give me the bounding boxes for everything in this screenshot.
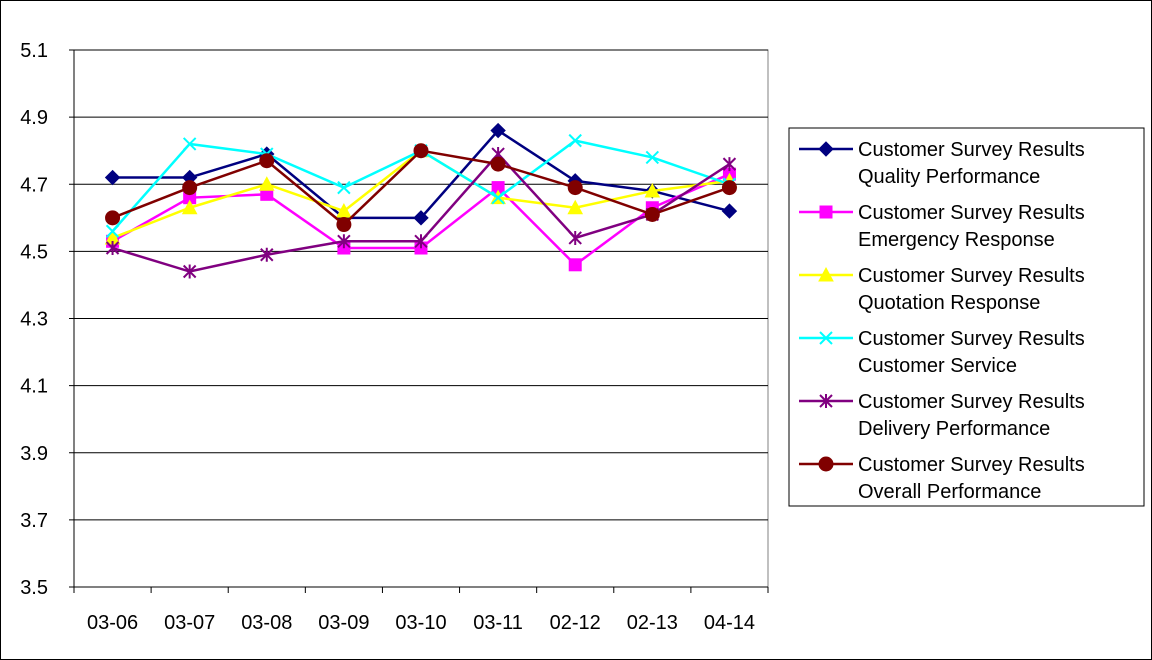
- data-point: [336, 217, 352, 233]
- data-point: [491, 190, 505, 205]
- legend-label: Customer Service: [858, 355, 1017, 377]
- data-point: [722, 157, 737, 172]
- x-tick-label: 03-10: [395, 612, 446, 634]
- legend-entry: Customer Survey Results Quotation Respons…: [799, 265, 1085, 314]
- data-point: [490, 122, 506, 139]
- legend-entry: Customer Survey Results Overall Performan…: [799, 454, 1085, 503]
- y-tick-label: 4.1: [20, 376, 48, 398]
- data-point: [259, 153, 275, 169]
- data-point: [568, 258, 582, 272]
- legend-marker: [818, 266, 834, 282]
- x-tick-label: 02-12: [550, 612, 601, 634]
- x-tick-label: 03-09: [318, 612, 369, 634]
- data-point: [105, 224, 120, 238]
- data-point: [644, 206, 660, 222]
- legend-entry: Customer Survey Results Delivery Performa…: [799, 391, 1085, 440]
- y-tick-label: 4.5: [20, 241, 48, 263]
- y-tick-label: 5.1: [20, 40, 48, 62]
- data-point: [258, 176, 275, 191]
- data-point: [490, 156, 506, 172]
- series-5: [105, 143, 737, 233]
- data-point: [337, 180, 351, 195]
- legend-marker: [819, 205, 833, 219]
- data-point: [567, 199, 584, 215]
- data-point: [260, 247, 274, 262]
- x-tick-label: 03-06: [87, 612, 138, 634]
- data-point: [413, 143, 429, 159]
- data-point: [568, 230, 582, 245]
- series-layer: [104, 122, 738, 279]
- y-tick-label: 3.7: [20, 510, 48, 532]
- data-point: [104, 169, 121, 186]
- data-point: [567, 180, 583, 196]
- y-tick-label: 4.3: [20, 309, 48, 331]
- legend-label: Quotation Response: [858, 292, 1040, 314]
- data-point: [644, 182, 661, 198]
- data-point: [568, 133, 582, 148]
- data-point: [105, 210, 121, 226]
- legend-label: Customer Survey Results: [858, 328, 1085, 350]
- legend-label: Customer Survey Results: [858, 391, 1085, 413]
- legend-marker: [819, 331, 833, 345]
- legend-label: Customer Survey Results: [858, 265, 1085, 287]
- data-point: [182, 180, 198, 196]
- legend-entry: Customer Survey Results Emergency Respons…: [799, 202, 1085, 251]
- y-axis: 3.5 3.7 3.9 4.1 4.3 4.5 4.7 4.9 5.1: [20, 40, 75, 599]
- x-tick-label: 03-07: [164, 612, 215, 634]
- legend-entry: Customer Survey Results Customer Service: [799, 328, 1085, 377]
- series-4: [105, 147, 737, 279]
- legend: Customer Survey Results Quality Performan…: [788, 127, 1145, 507]
- y-tick-label: 4.9: [20, 107, 48, 129]
- x-tick-label: 03-11: [473, 612, 523, 634]
- x-axis: 03-06 03-07 03-08 03-09 03-10 03-11 02-12 02-13…: [73, 586, 769, 634]
- legend-entry: Customer Survey Results Quality Performan…: [799, 139, 1085, 188]
- legend-label: Overall Performance: [858, 481, 1041, 503]
- legend-marker: [818, 141, 834, 157]
- gridlines: [74, 49, 768, 588]
- x-tick-label: 04-14: [704, 612, 755, 634]
- y-tick-label: 3.5: [20, 577, 48, 599]
- data-point: [182, 264, 197, 279]
- legend-label: Customer Survey Results: [858, 202, 1085, 224]
- data-point: [414, 234, 428, 249]
- data-point: [105, 241, 120, 256]
- legend-label: Emergency Response: [858, 229, 1055, 251]
- data-point: [337, 234, 351, 249]
- data-point: [645, 150, 660, 165]
- legend-marker: [819, 394, 833, 408]
- legend-label: Customer Survey Results: [858, 454, 1085, 476]
- data-point: [413, 210, 429, 226]
- data-point: [721, 203, 738, 219]
- x-tick-label: 02-13: [627, 612, 678, 634]
- data-point: [181, 199, 198, 215]
- legend-label: Quality Performance: [858, 166, 1040, 188]
- legend-marker: [818, 456, 834, 472]
- legend-box: [788, 127, 1145, 507]
- legend-label: Delivery Performance: [858, 418, 1050, 440]
- y-tick-label: 4.7: [20, 174, 48, 196]
- y-tick-label: 3.9: [20, 443, 48, 465]
- data-point: [182, 137, 197, 151]
- data-point: [721, 180, 737, 196]
- x-tick-label: 03-08: [241, 612, 292, 634]
- legend-label: Customer Survey Results: [858, 139, 1085, 161]
